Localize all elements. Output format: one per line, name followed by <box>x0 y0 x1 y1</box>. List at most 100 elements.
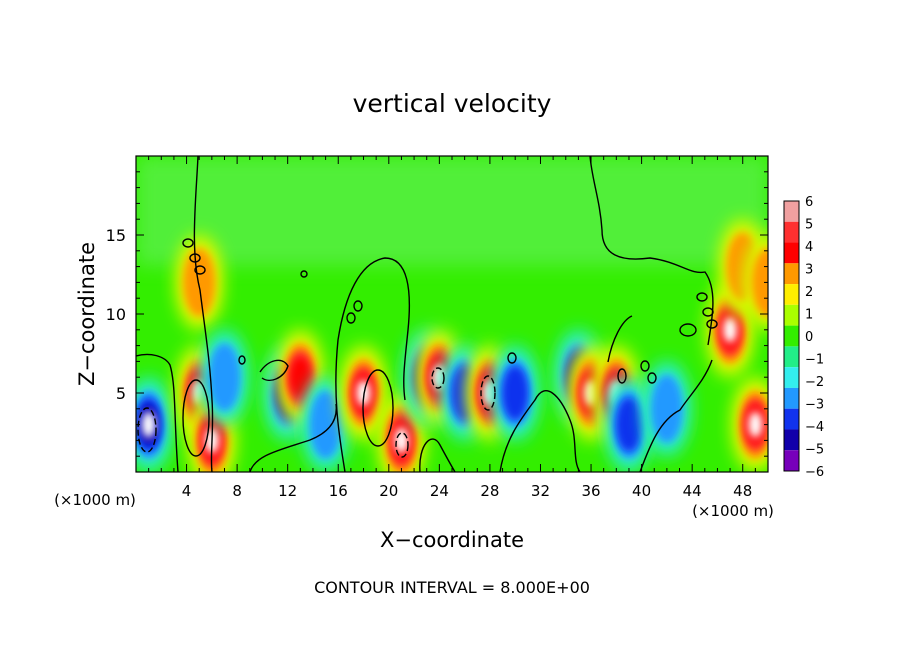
colorbar-label: 4 <box>805 240 813 255</box>
colorbar-label: 2 <box>805 285 813 300</box>
x-tick-label: 8 <box>232 482 242 500</box>
x-tick-label: 4 <box>182 482 192 500</box>
field-cell <box>746 234 768 331</box>
colorbar-label: 5 <box>805 218 813 233</box>
contour-line <box>702 307 714 317</box>
contour-line <box>346 312 356 324</box>
colorbar-swatch <box>784 346 799 368</box>
colorbar: 6 5 4 3 2 1 0 −1 −2 −3 −4 −5 −6 <box>783 195 824 480</box>
colorbar-label: −2 <box>805 375 824 390</box>
colorbar-swatch <box>784 242 799 264</box>
field-level <box>309 390 342 459</box>
colorbar-swatch <box>784 450 799 471</box>
contour-line <box>639 359 713 472</box>
contour-line <box>607 315 633 363</box>
x-unit-left: (×1000 m) <box>54 491 136 509</box>
colorbar-swatch <box>784 325 799 347</box>
x-unit-right: (×1000 m) <box>692 502 774 520</box>
colorbar-swatch <box>784 284 799 305</box>
x-tick-label: 40 <box>632 482 651 500</box>
x-tick-label: 28 <box>480 482 499 500</box>
y-tick-label: 10 <box>106 305 126 324</box>
contour-line <box>640 360 650 372</box>
field-cell <box>177 234 222 331</box>
colorbar-label: −5 <box>805 443 824 458</box>
colorbar-swatch <box>784 304 799 326</box>
x-tick-label: 12 <box>278 482 297 500</box>
colorbar-label: 3 <box>805 263 813 278</box>
field-cell <box>644 360 689 457</box>
colorbar-swatch <box>784 367 799 388</box>
field-level <box>615 397 642 452</box>
velocity-field <box>136 156 768 472</box>
contour-line <box>300 270 308 278</box>
y-tick-label: 15 <box>106 226 126 245</box>
field-cell <box>733 376 768 472</box>
field-level <box>650 374 683 443</box>
contour-line <box>182 238 194 248</box>
field-cell <box>136 376 171 472</box>
colorbar-swatch <box>784 408 799 430</box>
x-tick-label: 32 <box>531 482 550 500</box>
x-tick-label: 24 <box>430 482 449 500</box>
field-level <box>502 366 529 420</box>
colorbar-label: −6 <box>805 465 824 480</box>
contour-line <box>617 368 627 384</box>
x-tick-label: 44 <box>683 482 702 500</box>
field-cell <box>606 376 651 472</box>
zero-contours <box>136 156 718 472</box>
contour-line <box>249 403 337 472</box>
contour-line <box>395 432 409 458</box>
upper-field <box>136 156 768 266</box>
contour-line <box>259 359 289 382</box>
colorbar-swatch <box>784 221 799 243</box>
contour-line <box>419 438 456 472</box>
contour-line <box>193 156 214 472</box>
colorbar-frame <box>783 200 800 472</box>
colorbar-label: 0 <box>805 330 813 345</box>
colorbar-label: −1 <box>805 353 824 368</box>
colorbar-swatch <box>784 387 799 409</box>
contour-line <box>679 323 697 337</box>
contour-line <box>431 367 445 389</box>
field-level <box>290 357 311 398</box>
contour-line <box>136 353 179 472</box>
x-tick-label: 16 <box>329 482 348 500</box>
colorbar-swatch <box>784 429 799 451</box>
colorbar-label: 1 <box>805 308 813 323</box>
y-axis-label: Z−coordinate <box>75 242 99 386</box>
field-level <box>723 316 738 343</box>
contour-line <box>137 407 157 453</box>
contour-line <box>189 253 201 263</box>
x-tick-label: 48 <box>733 482 752 500</box>
contour-line <box>194 265 206 275</box>
field-level <box>183 248 216 317</box>
field-level <box>141 411 156 438</box>
contour-line <box>480 375 496 411</box>
field-cell <box>379 392 424 472</box>
field-cell <box>202 329 247 426</box>
chart-title: vertical velocity <box>353 89 552 118</box>
field-level <box>748 411 763 438</box>
x-tick-label: 20 <box>379 482 398 500</box>
field-cell <box>303 376 348 472</box>
colorbar-label: 6 <box>805 195 813 210</box>
contour-line <box>696 292 708 302</box>
colorbar-swatch <box>784 263 799 285</box>
contour-line <box>353 300 363 312</box>
contour-line <box>589 156 714 346</box>
colorbar-label: −4 <box>805 420 824 435</box>
contour-line <box>706 319 718 329</box>
contour-line <box>335 257 411 472</box>
colorbar-label: −3 <box>805 398 824 413</box>
x-tick-label: 36 <box>581 482 600 500</box>
field-level <box>752 248 768 317</box>
contour-line <box>507 352 517 364</box>
contour-line <box>362 369 394 447</box>
x-axis-label: X−coordinate <box>380 528 524 552</box>
y-tick-label: 5 <box>116 384 126 403</box>
field-level <box>208 343 241 412</box>
